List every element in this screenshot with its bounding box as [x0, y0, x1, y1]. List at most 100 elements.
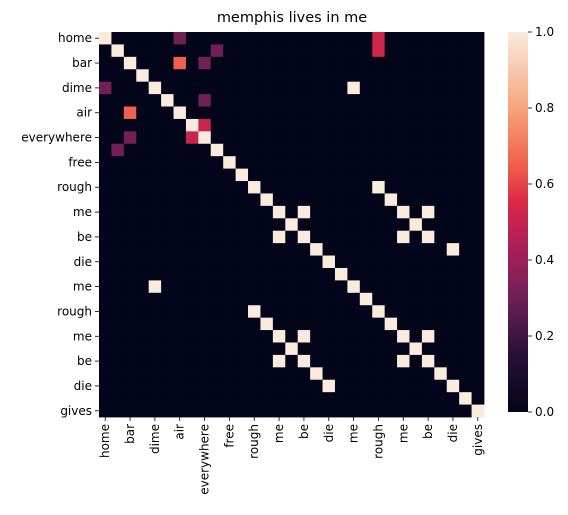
heatmap-cell — [185, 379, 199, 393]
heatmap-cell — [322, 156, 336, 170]
heatmap-cell — [111, 392, 125, 405]
heatmap-cell — [409, 218, 423, 232]
heatmap-cell — [471, 292, 485, 306]
heatmap-cell — [459, 379, 472, 393]
heatmap-cell — [173, 267, 187, 281]
heatmap-cell — [285, 94, 299, 107]
heatmap-cell — [471, 143, 485, 157]
heatmap-cell — [111, 56, 125, 70]
heatmap-cell — [297, 131, 311, 145]
y-tick-label: home — [58, 31, 92, 45]
heatmap-cell — [136, 354, 150, 368]
heatmap-cell — [99, 267, 112, 281]
heatmap-cell — [99, 44, 112, 58]
heatmap-cell — [173, 317, 187, 331]
heatmap-cell — [260, 131, 274, 145]
heatmap-cell — [372, 32, 386, 45]
heatmap-cell — [198, 32, 212, 45]
heatmap-cell — [285, 181, 299, 194]
heatmap-cell — [260, 205, 274, 219]
heatmap-cell — [173, 379, 187, 393]
colorbar-tick-label: 0.4 — [535, 253, 554, 267]
heatmap-cell — [446, 379, 460, 393]
heatmap-cell — [148, 379, 162, 393]
heatmap-cell — [446, 81, 460, 95]
heatmap-cell — [148, 317, 162, 331]
heatmap-cell — [210, 280, 224, 294]
heatmap-cell — [148, 143, 162, 157]
heatmap-cell — [260, 69, 274, 83]
heatmap-cell — [446, 69, 460, 83]
heatmap-cell — [297, 305, 311, 319]
heatmap-cell — [136, 168, 150, 182]
heatmap-cell — [347, 44, 361, 58]
heatmap-cell — [136, 330, 150, 343]
heatmap-cell — [99, 292, 112, 306]
heatmap-cell — [310, 56, 323, 70]
heatmap-cell — [459, 94, 472, 107]
heatmap-cell — [384, 205, 398, 219]
heatmap-cell — [173, 94, 187, 107]
heatmap-cell — [372, 243, 386, 256]
heatmap-cell — [384, 243, 398, 256]
heatmap-cell — [397, 292, 410, 306]
heatmap-cell — [123, 354, 137, 368]
heatmap-cell — [334, 292, 348, 306]
heatmap-cell — [409, 243, 423, 256]
heatmap-cell — [347, 292, 361, 306]
heatmap-cell — [272, 367, 286, 381]
heatmap-cell — [397, 56, 410, 70]
heatmap-cell — [111, 267, 125, 281]
y-tick-label: dime — [62, 81, 92, 95]
heatmap-cell — [285, 392, 299, 405]
x-tick-label: die — [446, 424, 460, 442]
heatmap-cell — [310, 143, 323, 157]
heatmap-cell — [421, 181, 435, 194]
heatmap-cell — [334, 342, 348, 356]
heatmap-cell — [260, 292, 274, 306]
heatmap-cell — [223, 106, 237, 120]
heatmap-cell — [235, 379, 249, 393]
heatmap-cell — [285, 205, 299, 219]
heatmap-cell — [322, 69, 336, 83]
heatmap-cell — [223, 131, 237, 145]
heatmap-cell — [471, 354, 485, 368]
heatmap-cell — [272, 205, 286, 219]
heatmap-cell — [397, 342, 410, 356]
heatmap-cell — [111, 193, 125, 207]
heatmap-cell — [248, 106, 261, 120]
heatmap-cell — [210, 56, 224, 70]
heatmap-cell — [409, 230, 423, 244]
heatmap-cell — [235, 156, 249, 170]
heatmap-cell — [384, 354, 398, 368]
heatmap-cell — [235, 305, 249, 319]
heatmap-cell — [260, 305, 274, 319]
heatmap-cell — [459, 342, 472, 356]
heatmap-cell — [459, 317, 472, 331]
heatmap-cell — [272, 168, 286, 182]
heatmap-cell — [372, 44, 386, 58]
heatmap-cell — [248, 143, 261, 157]
heatmap-cell — [260, 255, 274, 269]
heatmap-cell — [248, 32, 261, 45]
heatmap-cell — [471, 32, 485, 45]
heatmap-cell — [310, 193, 323, 207]
heatmap-cell — [272, 243, 286, 256]
heatmap-cell — [185, 342, 199, 356]
heatmap-cell — [260, 392, 274, 405]
heatmap-cell — [185, 106, 199, 120]
heatmap-cell — [198, 342, 212, 356]
heatmap-cell — [198, 292, 212, 306]
heatmap-cell — [123, 69, 137, 83]
heatmap-cell — [384, 143, 398, 157]
heatmap-cell — [434, 81, 448, 95]
heatmap-cell — [359, 143, 373, 157]
heatmap-cell — [210, 156, 224, 170]
heatmap-cell — [161, 404, 174, 418]
heatmap-cell — [434, 292, 448, 306]
heatmap-cell — [310, 292, 323, 306]
heatmap-cell — [459, 367, 472, 381]
y-tick-labels: home bar dime air everywhere free rough me be die… — [21, 31, 99, 418]
heatmap-cell — [99, 69, 112, 83]
heatmap-cell — [223, 56, 237, 70]
